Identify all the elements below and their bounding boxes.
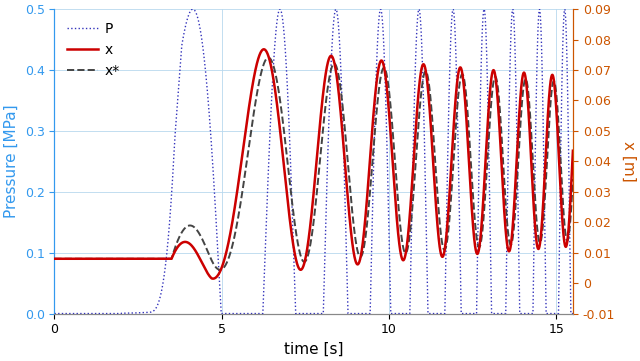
P [82, 312, 90, 316]
x* [51, 257, 58, 261]
Y-axis label: Pressure [MPa]: Pressure [MPa] [4, 105, 19, 218]
P [72, 312, 80, 316]
x* [541, 185, 549, 189]
x [260, 47, 268, 52]
x* [152, 257, 160, 261]
P [304, 312, 312, 316]
x [53, 257, 61, 261]
P [541, 278, 549, 282]
P [51, 312, 58, 316]
Legend: P, x, x*: P, x, x* [61, 16, 125, 83]
x [541, 157, 549, 161]
Line: P: P [54, 9, 573, 314]
x* [569, 177, 577, 181]
Line: x: x [54, 49, 573, 279]
x [209, 277, 217, 281]
Y-axis label: x [m]: x [m] [621, 141, 636, 182]
x [72, 257, 80, 261]
x* [82, 257, 90, 261]
X-axis label: time [s]: time [s] [284, 342, 344, 357]
P [152, 306, 160, 310]
P [569, 312, 577, 316]
x [152, 257, 160, 261]
x* [72, 257, 80, 261]
x [304, 241, 312, 245]
x* [304, 253, 312, 257]
x* [216, 268, 224, 272]
x [569, 148, 577, 153]
P [53, 312, 61, 316]
x* [264, 55, 272, 60]
Line: x*: x* [54, 57, 573, 270]
x* [53, 257, 61, 261]
x [82, 257, 90, 261]
P [480, 7, 488, 11]
x [51, 257, 58, 261]
